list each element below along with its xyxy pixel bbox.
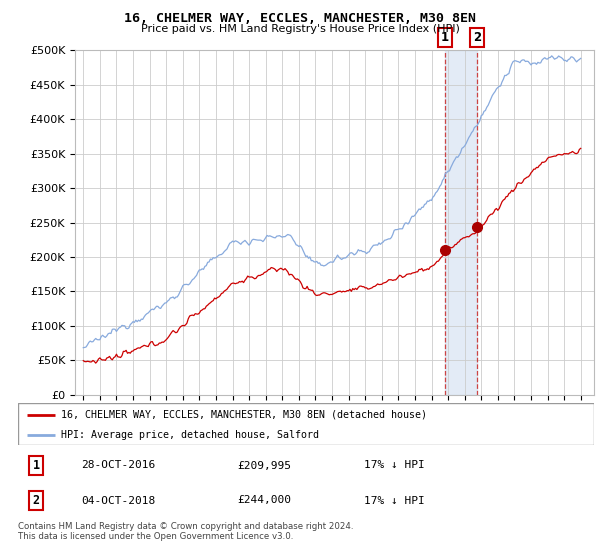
Text: 1: 1 [440,31,449,44]
Text: 2: 2 [32,494,40,507]
Text: Price paid vs. HM Land Registry's House Price Index (HPI): Price paid vs. HM Land Registry's House … [140,24,460,34]
Text: 28-OCT-2016: 28-OCT-2016 [82,460,155,470]
Text: 16, CHELMER WAY, ECCLES, MANCHESTER, M30 8EN (detached house): 16, CHELMER WAY, ECCLES, MANCHESTER, M30… [61,410,427,420]
Text: 2: 2 [473,31,481,44]
Text: 17% ↓ HPI: 17% ↓ HPI [364,460,424,470]
Text: 1: 1 [32,459,40,472]
Text: 04-OCT-2018: 04-OCT-2018 [82,496,155,506]
Text: £209,995: £209,995 [237,460,291,470]
Text: £244,000: £244,000 [237,496,291,506]
Text: HPI: Average price, detached house, Salford: HPI: Average price, detached house, Salf… [61,430,319,440]
Text: Contains HM Land Registry data © Crown copyright and database right 2024.
This d: Contains HM Land Registry data © Crown c… [18,522,353,542]
Text: 16, CHELMER WAY, ECCLES, MANCHESTER, M30 8EN: 16, CHELMER WAY, ECCLES, MANCHESTER, M30… [124,12,476,25]
Bar [445,50,477,395]
Text: 17% ↓ HPI: 17% ↓ HPI [364,496,424,506]
